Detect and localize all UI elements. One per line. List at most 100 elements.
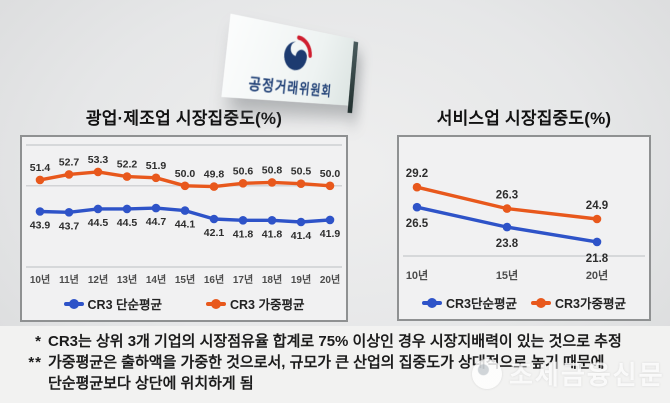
value-label: 29.2 [406, 168, 428, 180]
value-label: 42.1 [204, 227, 225, 239]
value-label: 49.8 [204, 169, 225, 181]
legend-item: CR3단순평균 [421, 293, 517, 312]
data-point [209, 214, 219, 224]
data-point [64, 208, 74, 217]
legend-item: CR3 가중평균 [206, 294, 304, 313]
mining-manufacturing-chart-legend: CR3 단순평균 CR3 가중평균 [22, 294, 346, 313]
legend-item: CR3가중평균 [531, 293, 626, 312]
x-tick-label: 18년 [262, 273, 282, 286]
data-point [151, 203, 161, 213]
footnote-line-1: * CR3는 상위 3개 기업의 시장점유율 합계로 75% 이상인 경우 시장지… [0, 331, 670, 352]
data-point [325, 215, 335, 225]
ftc-sign-board: 공정거래위원회 [221, 13, 359, 114]
services-chart-legend: CR3단순평균 CR3가중평균 [399, 293, 649, 312]
legend-marker-icon [421, 297, 442, 308]
data-point [151, 173, 161, 183]
data-point [267, 178, 277, 187]
x-tick-label: 20년 [586, 268, 608, 282]
value-label: 41.8 [233, 228, 254, 240]
value-label: 52.7 [59, 156, 80, 168]
value-label: 50.0 [175, 168, 196, 180]
legend-label: CR3 단순평균 [87, 298, 162, 312]
value-label: 44.5 [88, 217, 109, 229]
value-label: 44.5 [117, 217, 138, 229]
data-point [325, 181, 335, 191]
data-point [64, 170, 74, 179]
value-label: 23.8 [496, 238, 519, 250]
data-point [122, 204, 132, 214]
newspaper-watermark: 조세금융신문 [472, 355, 665, 392]
footnote-marker-1: * [35, 333, 42, 350]
footnote-1-text: 로 75% 이상인 경우 시장지배력이 있는 것으로 추정 [300, 333, 622, 350]
x-tick-label: 16년 [204, 273, 224, 286]
value-label: 44.7 [146, 216, 167, 228]
footnote-1-bold-text: CR3는 상위 3개 기업의 시장점유율 합계 [48, 333, 301, 350]
legend-marker-icon [63, 298, 84, 309]
value-label: 41.9 [320, 228, 341, 240]
value-label: 41.8 [262, 228, 283, 240]
data-point [238, 179, 248, 188]
data-point [502, 222, 512, 232]
footnote-line-3: 단순평균보다 상단에 위치하게 됨 [0, 373, 670, 394]
data-point [180, 206, 190, 215]
x-tick-label: 14년 [146, 273, 166, 286]
data-point [93, 204, 103, 214]
value-label: 52.2 [117, 159, 138, 171]
mining-manufacturing-chart: 10년 11년 12년 13년 14년 15년 16년 17년 18년 19년 20년 43.9 43.… [20, 135, 348, 322]
value-label: 21.8 [586, 253, 609, 265]
value-label: 26.3 [496, 190, 518, 202]
value-label: 24.9 [586, 200, 608, 212]
data-point [209, 182, 219, 191]
footnote-marker-2: ** [28, 354, 42, 371]
value-label: 44.1 [175, 219, 196, 231]
data-point [412, 202, 422, 212]
x-tick-label: 10년 [30, 273, 50, 286]
x-tick-label: 17년 [233, 273, 253, 286]
services-chart-plot: 10년 15년 20년 26.5 23.8 21.8 29.2 26.3 24.9 [399, 137, 649, 324]
value-label: 26.5 [406, 218, 429, 230]
x-tick-label: 19년 [291, 273, 311, 286]
value-label: 50.5 [291, 166, 312, 178]
sign-side-edge [347, 41, 359, 114]
footnote-line-2: ** 가중평균은 출하액을 가중한 것으로서, 규모가 큰 산업의 집중도가 상대… [0, 352, 670, 373]
data-point [35, 207, 45, 216]
data-point [592, 214, 602, 224]
value-label: 50.6 [233, 165, 254, 177]
footnote-panel-background [0, 326, 670, 403]
x-tick-label: 20년 [320, 273, 340, 286]
legend-label: CR3단순평균 [445, 297, 517, 311]
legend-label: CR3 가중평균 [230, 298, 305, 312]
data-point [592, 237, 602, 247]
ftc-emblem-icon [282, 31, 314, 72]
data-point [502, 204, 512, 213]
legend-label: CR3가중평균 [555, 297, 627, 311]
data-point [122, 172, 132, 181]
x-tick-label: 13년 [117, 273, 137, 286]
services-chart: 10년 15년 20년 26.5 23.8 21.8 29.2 26.3 24.9 CR3단순평… [397, 135, 651, 321]
data-point [296, 179, 306, 188]
mining-manufacturing-chart-plot: 10년 11년 12년 13년 14년 15년 16년 17년 18년 19년 20년 43.9 43.… [22, 137, 346, 325]
value-label: 53.3 [88, 154, 109, 166]
ftc-organization-name: 공정거래위원회 [247, 75, 333, 100]
data-point [412, 182, 422, 192]
legend-marker-icon [531, 297, 551, 308]
chart-svg: 10년 11년 12년 13년 14년 15년 16년 17년 18년 19년 20년 43.9 43.… [26, 144, 342, 286]
x-tick-label: 15년 [496, 268, 518, 282]
newspaper-watermark-text: 조세금융신문 [509, 360, 665, 390]
data-point [267, 216, 277, 225]
newspaper-logo-icon [472, 358, 502, 389]
footnotes: * CR3는 상위 3개 기업의 시장점유율 합계로 75% 이상인 경우 시장지… [0, 331, 670, 394]
x-tick-label: 11년 [59, 273, 79, 286]
data-point [35, 175, 45, 185]
footnote-3-text: 단순평균보다 상단에 위치하게 됨 [48, 375, 254, 392]
value-label: 41.4 [291, 230, 312, 242]
value-label: 43.9 [30, 220, 51, 232]
chart-title-services: 서비스업 시장집중도(%) [436, 109, 612, 128]
data-point [180, 181, 190, 191]
x-tick-label: 15년 [175, 273, 195, 286]
chart-title-mining-manufacturing: 광업·제조업 시장집중도(%) [85, 109, 283, 128]
x-tick-label: 12년 [88, 273, 108, 286]
legend-marker-icon [206, 298, 226, 309]
value-label: 50.0 [320, 168, 341, 180]
